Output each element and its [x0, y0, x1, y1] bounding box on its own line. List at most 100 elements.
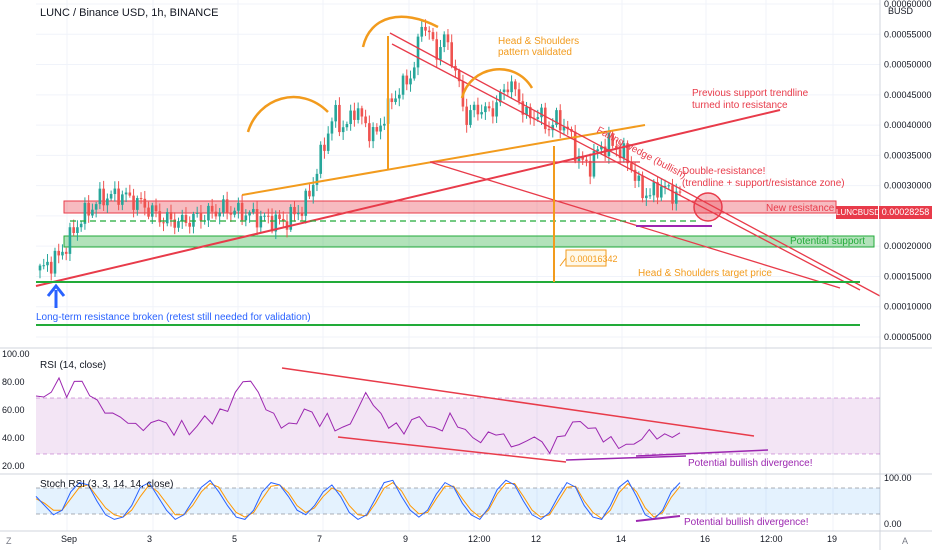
price-axis-label: 0.00010000 — [884, 302, 932, 312]
candle-body — [79, 223, 83, 228]
candle-body — [536, 117, 540, 119]
candle-body — [484, 106, 487, 113]
rsi-axis-label: 40.00 — [2, 433, 25, 443]
candle-body — [427, 30, 431, 33]
long-term-trendline — [35, 109, 781, 287]
candle-body — [514, 81, 517, 90]
candle-body — [450, 42, 453, 66]
price-axis-label: 0.00055000 — [884, 29, 932, 39]
candle-body — [255, 209, 259, 228]
candle-body — [588, 160, 592, 177]
chart-title: LUNC / Binance USD, 1h, BINANCE — [40, 7, 219, 19]
candle-body — [663, 185, 667, 187]
candle-body — [136, 198, 139, 210]
candle-body — [173, 219, 177, 228]
candle-body — [360, 108, 364, 117]
candle-body — [341, 127, 345, 133]
candle-body — [611, 133, 614, 146]
candle-body — [353, 110, 356, 120]
rsi-divergence-line — [565, 455, 687, 461]
time-axis-label: 14 — [616, 534, 626, 544]
candle-body — [607, 133, 611, 157]
candle-body — [330, 121, 334, 134]
candle-body — [626, 143, 629, 164]
candle-body — [517, 89, 521, 102]
candle-body — [46, 261, 49, 266]
time-axis-label: Sep — [61, 534, 77, 544]
candle-body — [401, 75, 405, 95]
candle-body — [323, 144, 326, 151]
candle-body — [506, 89, 510, 93]
candle-body — [420, 26, 424, 37]
candle-body — [648, 195, 652, 197]
candle-body — [300, 212, 304, 216]
candle-body — [121, 194, 124, 205]
double-resistance-text: Double-resistance! (trendline + support/r… — [682, 166, 845, 189]
last-price-tag: 0.00028258 — [879, 206, 932, 219]
candle-body — [61, 251, 64, 256]
candle-body — [510, 81, 513, 93]
stoch-divergence-line — [635, 515, 681, 522]
candle-body — [229, 213, 233, 215]
currency-label: BUSD — [888, 6, 914, 16]
rsi-title: RSI (14, close) — [40, 360, 107, 371]
candle-body — [528, 106, 532, 119]
candle-body — [132, 195, 135, 210]
candle-body — [405, 75, 409, 85]
candle-body — [278, 214, 281, 219]
stoch-title: Stoch RSI (3, 3, 14, 14, close) — [40, 479, 174, 490]
candle-body — [113, 188, 117, 195]
candle-body — [106, 198, 109, 206]
timezone-button[interactable]: Z — [6, 536, 12, 546]
hs-validated-text-1: Head & Shoulders pattern validated — [498, 36, 579, 58]
candle-body — [379, 125, 382, 132]
price-axis-label: 0.00030000 — [884, 181, 932, 191]
candle-body — [158, 211, 162, 223]
candle-body — [83, 202, 87, 224]
candle-body — [637, 175, 641, 181]
candle-body — [143, 198, 147, 208]
candle-body — [633, 169, 637, 181]
candle-body — [457, 70, 461, 82]
candle-body — [674, 191, 678, 204]
candle-body — [412, 67, 416, 79]
candle-body — [49, 261, 53, 274]
candle-body — [102, 188, 105, 206]
candle-body — [585, 159, 588, 161]
candle-body — [573, 131, 577, 162]
shoulder-right-arc — [460, 68, 534, 99]
candle-body — [435, 39, 439, 60]
candle-body — [472, 104, 476, 111]
candle-body — [311, 184, 315, 197]
candle-body — [68, 227, 72, 254]
candle-body — [72, 227, 75, 233]
auto-scale-button[interactable]: A — [902, 536, 908, 546]
candle-body — [281, 218, 285, 222]
hs-target-text: Head & Shoulders target price — [638, 268, 772, 279]
time-axis-label: 12:00 — [760, 534, 783, 544]
candle-body — [525, 106, 528, 115]
candle-body — [368, 123, 371, 142]
potential-support-text: Potential support — [790, 236, 865, 247]
candle-body — [499, 91, 502, 103]
time-axis-label: 16 — [700, 534, 710, 544]
candle-body — [218, 212, 221, 217]
time-axis-label: 12:00 — [468, 534, 491, 544]
neckline — [241, 124, 646, 196]
candle-body — [252, 209, 255, 213]
support-zone — [63, 235, 875, 248]
candle-body — [439, 47, 442, 60]
candle-body — [184, 214, 188, 223]
candle-body — [274, 214, 278, 232]
candle-body — [109, 194, 113, 199]
candle-body — [195, 212, 199, 214]
price-axis-label: 0.00020000 — [884, 241, 932, 251]
stoch-d-line — [35, 481, 681, 520]
stoch-axis-label: 0.00 — [884, 519, 902, 529]
candle-body — [551, 124, 555, 131]
candle-body — [562, 126, 566, 131]
breakout-arrow — [46, 283, 66, 308]
candle-body — [345, 124, 349, 128]
